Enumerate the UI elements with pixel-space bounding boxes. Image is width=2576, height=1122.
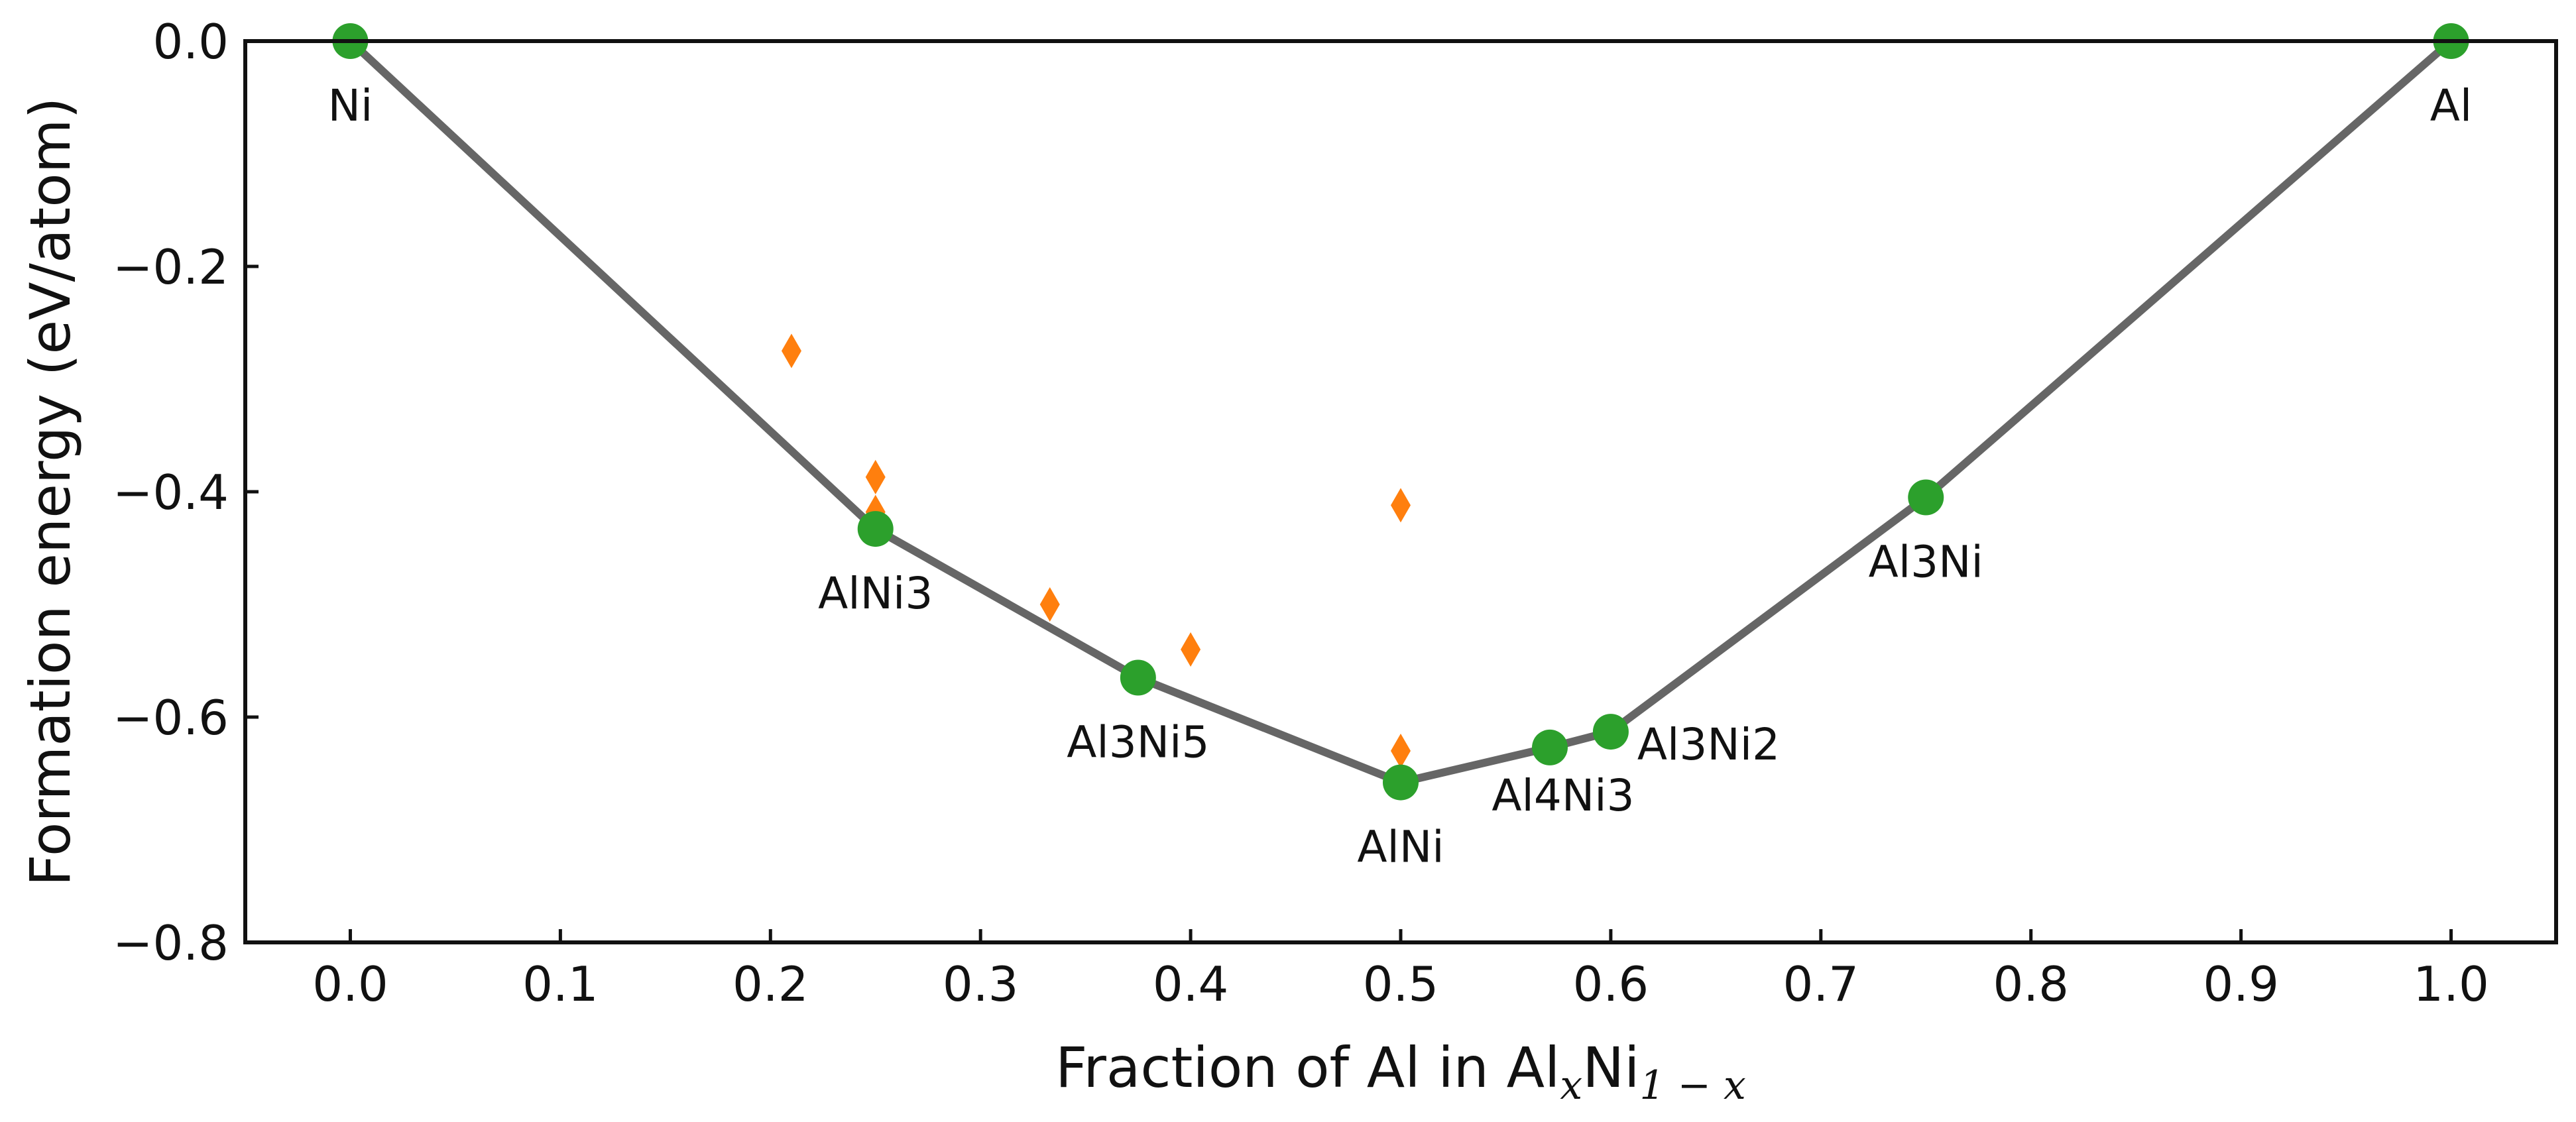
x-axis-ticks: 0.0 0.1 0.2 0.3 0.4 0.5 0.6 0.7 0.8 0.9 1.0 (312, 929, 2489, 1012)
stable-point (857, 511, 894, 547)
x-tick-label: 0.2 (732, 956, 809, 1012)
x-tick-label: 0.3 (943, 956, 1019, 1012)
unstable-point (1391, 488, 1411, 523)
y-tick-label: −0.8 (113, 915, 229, 971)
phase-label: Al4Ni3 (1492, 770, 1634, 821)
unstable-point (1391, 734, 1411, 768)
unstable-point (781, 333, 801, 368)
x-tick-label: 1.0 (2413, 956, 2489, 1012)
x-tick-label: 0.8 (1993, 956, 2069, 1012)
unstable-point (1039, 587, 1060, 622)
x-axis-title: Fraction of Al in AlxNi1 − x (1055, 1035, 1746, 1109)
unstable-point (865, 459, 886, 494)
x-axis-title-mid: Ni (1582, 1035, 1639, 1100)
stable-point (1120, 659, 1156, 696)
stable-point (1908, 479, 1944, 516)
stable-point (1592, 714, 1629, 750)
x-tick-label: 0.6 (1573, 956, 1649, 1012)
phase-label: Ni (328, 80, 373, 131)
hull-line (347, 38, 2454, 787)
x-tick-label: 0.0 (312, 956, 388, 1012)
stable-point (1383, 764, 1419, 801)
phase-label: Al3Ni2 (1637, 719, 1780, 770)
x-tick-label: 0.4 (1153, 956, 1229, 1012)
y-tick-label: −0.6 (113, 690, 229, 746)
phase-label: Al3Ni (1869, 537, 1983, 588)
y-tick-label: −0.2 (113, 239, 229, 295)
x-axis-title-base: Fraction of Al in Al (1055, 1035, 1560, 1100)
unstable-point (1181, 632, 1201, 667)
x-axis-title-sub-x: x (1560, 1062, 1582, 1109)
phase-label: Al (2430, 80, 2473, 131)
phase-label: Al3Ni5 (1067, 717, 1209, 768)
phase-label: AlNi3 (818, 568, 933, 619)
stable-point (1532, 729, 1568, 765)
phase-label: AlNi (1357, 822, 1444, 873)
x-tick-label: 0.9 (2203, 956, 2279, 1012)
x-tick-label: 0.7 (1783, 956, 1859, 1012)
y-tick-label: 0.0 (152, 14, 229, 70)
y-tick-label: −0.4 (113, 465, 229, 520)
y-axis-title: Formation energy (eV/atom) (18, 97, 83, 887)
x-tick-label: 0.1 (522, 956, 599, 1012)
x-axis-title-sub-1mx: 1 − x (1639, 1062, 1745, 1109)
x-tick-label: 0.5 (1363, 956, 1439, 1012)
y-axis-ticks: 0.0 −0.2 −0.4 −0.6 −0.8 (113, 14, 259, 971)
